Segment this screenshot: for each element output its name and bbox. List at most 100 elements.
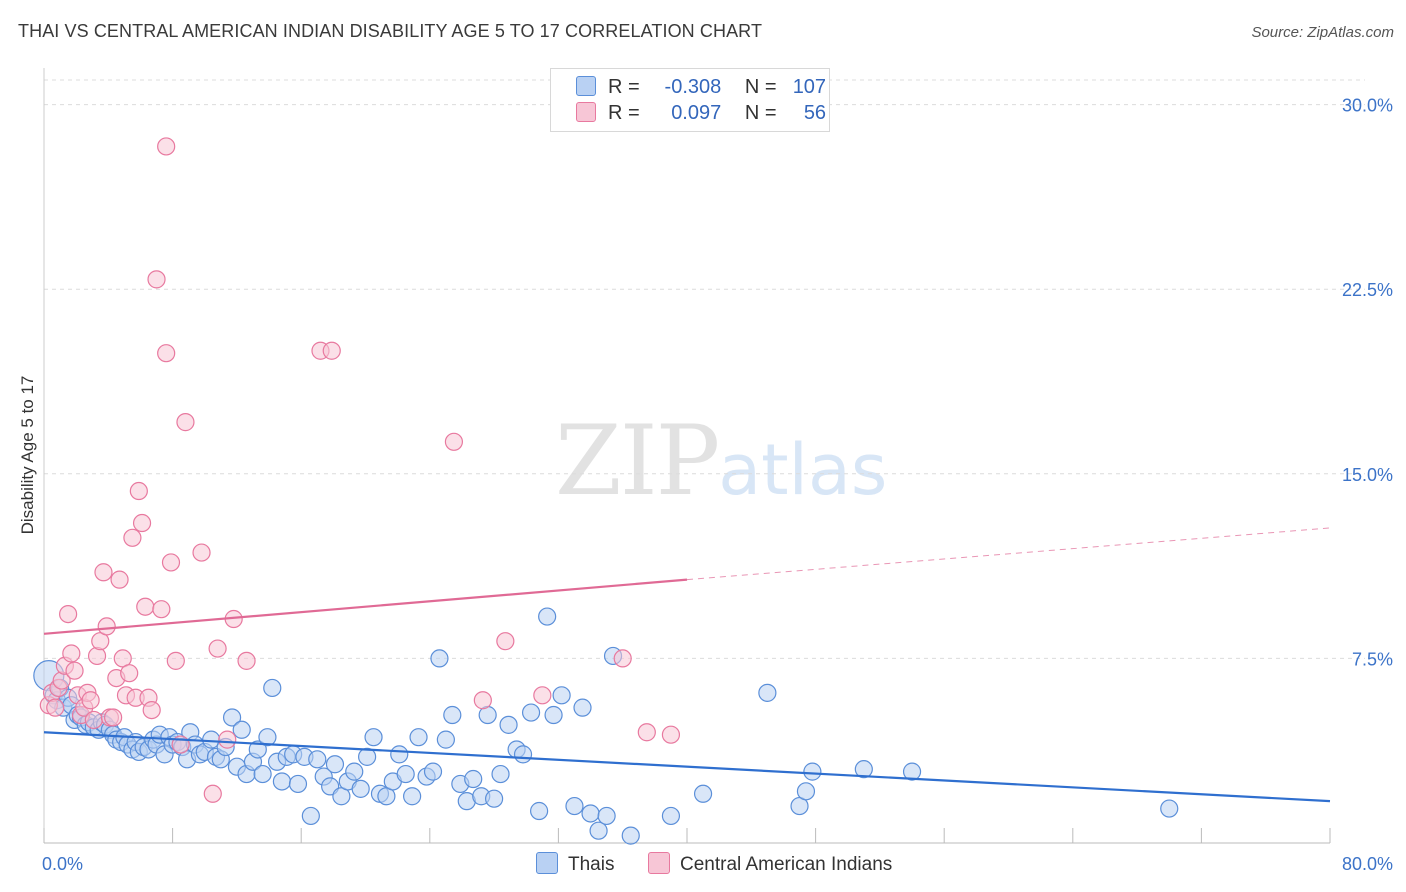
legend-r-label: R = [608,76,640,98]
cai-point [473,691,492,710]
thai-point [693,784,713,803]
thai-point [443,705,462,725]
x-tick-label-start: 0.0% [42,854,83,874]
cai-trend-extension [686,527,1331,581]
cai-point [65,661,84,680]
thai-point [396,764,415,784]
cai-legend-swatch [648,852,670,874]
cai-point [192,543,211,562]
cai-point [157,137,176,156]
cai-point [87,646,107,666]
thai-point [345,762,364,781]
thai-point [423,762,443,781]
thai-point [597,806,616,826]
legend-r-label: R = [608,102,640,124]
thai-point [308,750,327,769]
thais-trend-line [43,731,1331,803]
cai-legend-label: Central American Indians [680,854,893,875]
cai-point [46,698,65,717]
watermark-zip: ZIP [555,405,720,517]
thai-point [272,772,292,791]
cai-point [62,644,81,663]
thai-point [552,686,571,705]
thai-point [263,678,282,698]
thai-point [796,782,816,801]
thai-point [661,806,681,826]
thais-legend-swatch [536,852,558,874]
cai-point [613,649,632,668]
legend-n-value: 56 [803,102,827,124]
watermark-atlas: atlas [718,429,888,511]
thai-point [248,740,267,759]
thai-point [581,804,600,823]
cai-trend-line [43,578,688,635]
thai-point [513,745,533,764]
chart-title: THAI VS CENTRAL AMERICAN INDIAN DISABILI… [18,21,763,41]
thais-swatch [576,76,596,96]
thai-point [436,730,455,749]
legend-r-value: -0.308 [664,76,722,98]
thai-point [232,720,251,739]
axes [43,68,1331,844]
cai-point [237,651,256,670]
cai-point [81,691,100,710]
thai-point [589,821,608,840]
cai-point [152,600,171,619]
thai-point [253,764,272,784]
thai-point [364,728,383,747]
legend-n-label: N = [744,102,777,124]
cai-point [637,723,656,742]
thai-point [1160,799,1179,818]
y-tick-label: 22.5% [1342,280,1393,300]
cai-point [161,553,181,572]
cai-point [136,597,155,616]
thai-point [325,755,345,774]
legend-r-value: 0.097 [671,102,722,124]
cai-point [142,700,161,720]
cai-point [84,710,103,730]
cai-point [203,784,222,803]
thai-point [409,728,428,747]
cai-point [104,708,123,727]
legend-n-value: 107 [792,76,827,98]
legend-item-cai: Central American Indians [648,852,892,876]
thai-point [573,698,592,717]
cai-point [157,344,176,363]
thai-point [530,801,549,821]
cai-point [94,563,113,582]
cai-point [208,639,227,658]
y-tick-label: 7.5% [1352,649,1393,669]
thai-point [358,747,377,766]
thai-point [222,708,242,727]
thai-point [902,762,922,781]
cai-point [322,341,341,360]
y-tick-label: 30.0% [1342,96,1393,116]
cai-point [444,432,464,451]
cai-point [218,730,237,749]
thai-point [390,745,409,764]
cai-point [496,632,515,651]
watermark: ZIPatlas [555,405,887,517]
thai-point [621,826,640,845]
y-tick-label: 15.0% [1342,465,1393,485]
thai-point [758,683,777,702]
cai-point [166,651,185,670]
thai-point [854,760,873,779]
legend-row-cai: R = 0.097 N = 56 [576,102,826,126]
grid-lines [44,79,1365,659]
thais-legend-label: Thais [568,854,615,875]
legend-item-thais: Thais [536,852,614,876]
thai-point [544,705,563,725]
thai-point [485,789,504,808]
legend-n-label: N = [744,76,777,98]
cai-point [59,604,78,624]
thai-point [403,787,422,806]
trend-lines [43,527,1331,803]
cai-point [120,664,139,683]
tick-labels: 7.5% 15.0% 22.5% 30.0% 0.0% 80.0% [42,96,1393,874]
legend-row-thais: R = -0.308 N = 107 [576,76,826,100]
cai-swatch [576,102,596,122]
cai-point [176,413,195,432]
thai-point [565,796,584,816]
